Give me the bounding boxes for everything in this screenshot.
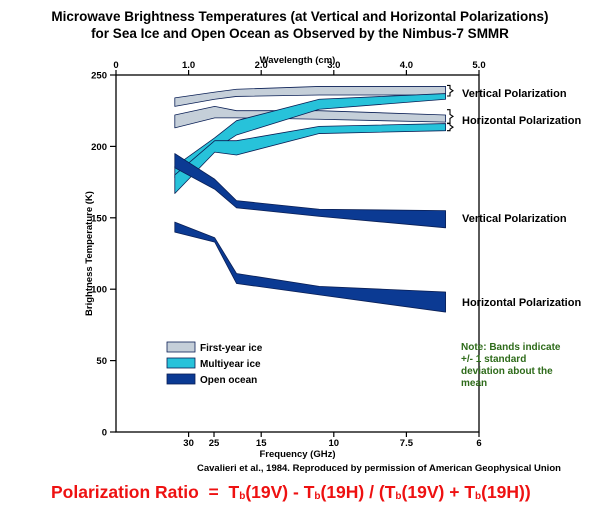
polarization-ratio-formula: Polarization Ratio = Tb(19V) - Tb(19H) /… <box>51 482 531 503</box>
top-tick-label: 5.0 <box>472 60 485 71</box>
annotation-ice-horizontal: Horizontal Polarization <box>462 115 581 127</box>
y-axis-label: Brightness Temperature (K) <box>84 191 95 316</box>
bottom-tick-label: 7.5 <box>400 438 414 449</box>
y-tick-label: 100 <box>91 285 107 296</box>
x-top-axis-label: Wavelength (cm) <box>260 55 336 66</box>
chart-title-line-1: Microwave Brightness Temperatures (at Ve… <box>51 9 549 24</box>
annotation-ocean-horizontal: Horizontal Polarization <box>462 297 581 309</box>
annotation-ocean-vertical: Vertical Polarization <box>462 213 567 225</box>
formula-slash: / <box>369 482 375 502</box>
band-first-year-ice-h <box>174 106 447 129</box>
brace-multiyear-horizontal <box>447 123 454 132</box>
formula-t: T <box>464 482 476 502</box>
y-tick-label: 250 <box>91 71 107 82</box>
brace-ice-vertical <box>447 84 454 97</box>
legend-swatch <box>166 341 196 353</box>
bottom-tick-label: 6 <box>476 438 481 449</box>
y-tick-label: 200 <box>91 142 107 153</box>
formula-t: T <box>303 482 315 502</box>
axes-group: 0 50 100 150 200 250 0 1.0 2.0 3.0 4.0 5.0 30 25 15 10 7… <box>84 55 486 460</box>
bottom-tick-label: 30 <box>183 438 194 449</box>
formula-minus: - <box>292 482 299 502</box>
y-tick-label: 0 <box>102 428 107 439</box>
brace-ice-horizontal <box>447 109 454 124</box>
y-tick-label: 50 <box>96 356 107 367</box>
annotation-ice-vertical: Vertical Polarization <box>462 88 567 100</box>
x-axis-label: Frequency (GHz) <box>259 449 335 460</box>
formula-t: T <box>384 482 396 502</box>
legend-label: Open ocean <box>200 375 257 386</box>
formula-sub: b <box>314 491 321 502</box>
legend-label: First-year ice <box>200 343 263 354</box>
formula-sub: b <box>395 491 402 502</box>
formula-t: T <box>228 482 240 502</box>
source-credit: Cavalieri et al., 1984. Reproduced by pe… <box>197 463 561 474</box>
top-tick-label: 1.0 <box>182 60 195 71</box>
formula-sub: b <box>239 491 246 502</box>
band-multiyear-ice-h <box>174 123 447 194</box>
chart-title-line-2: for Sea Ice and Open Ocean as Observed b… <box>91 26 509 41</box>
note-text: Note: Bands indicate +/- 1 standard devi… <box>461 342 561 389</box>
top-tick-label: 4.0 <box>400 60 413 71</box>
legend-label: Multiyear ice <box>200 359 261 370</box>
bottom-tick-label: 25 <box>209 438 220 449</box>
plot-frame <box>115 74 480 433</box>
band-group <box>174 86 447 313</box>
formula-sub: b <box>475 491 482 502</box>
formula-close: ) <box>524 482 531 502</box>
formula-19h: (19H) <box>481 482 525 502</box>
top-tick-label: 3.0 <box>327 60 340 71</box>
bottom-tick-label: 10 <box>329 438 340 449</box>
formula-plus: + <box>449 482 460 502</box>
band-open-ocean-v <box>174 153 447 229</box>
bottom-tick-label: 15 <box>256 438 267 449</box>
formula-19v: (19V) <box>245 482 289 502</box>
y-tick-label: 150 <box>91 213 107 224</box>
top-tick-label: 0 <box>113 60 118 71</box>
formula-19v: (19V) <box>401 482 445 502</box>
formula-open: ( <box>378 482 385 502</box>
legend-swatch <box>166 373 196 385</box>
annotation-group: Vertical Polarization Horizontal Polariza… <box>447 84 581 309</box>
formula-label: Polarization Ratio <box>51 482 199 502</box>
legend-swatch <box>166 357 196 369</box>
legend-group: First-year ice Multiyear ice Open ocean <box>166 341 263 386</box>
top-tick-label: 2.0 <box>255 60 268 71</box>
formula-19h: (19H) <box>320 482 365 502</box>
band-open-ocean-h <box>174 221 447 313</box>
formula-equals: = <box>208 482 219 502</box>
